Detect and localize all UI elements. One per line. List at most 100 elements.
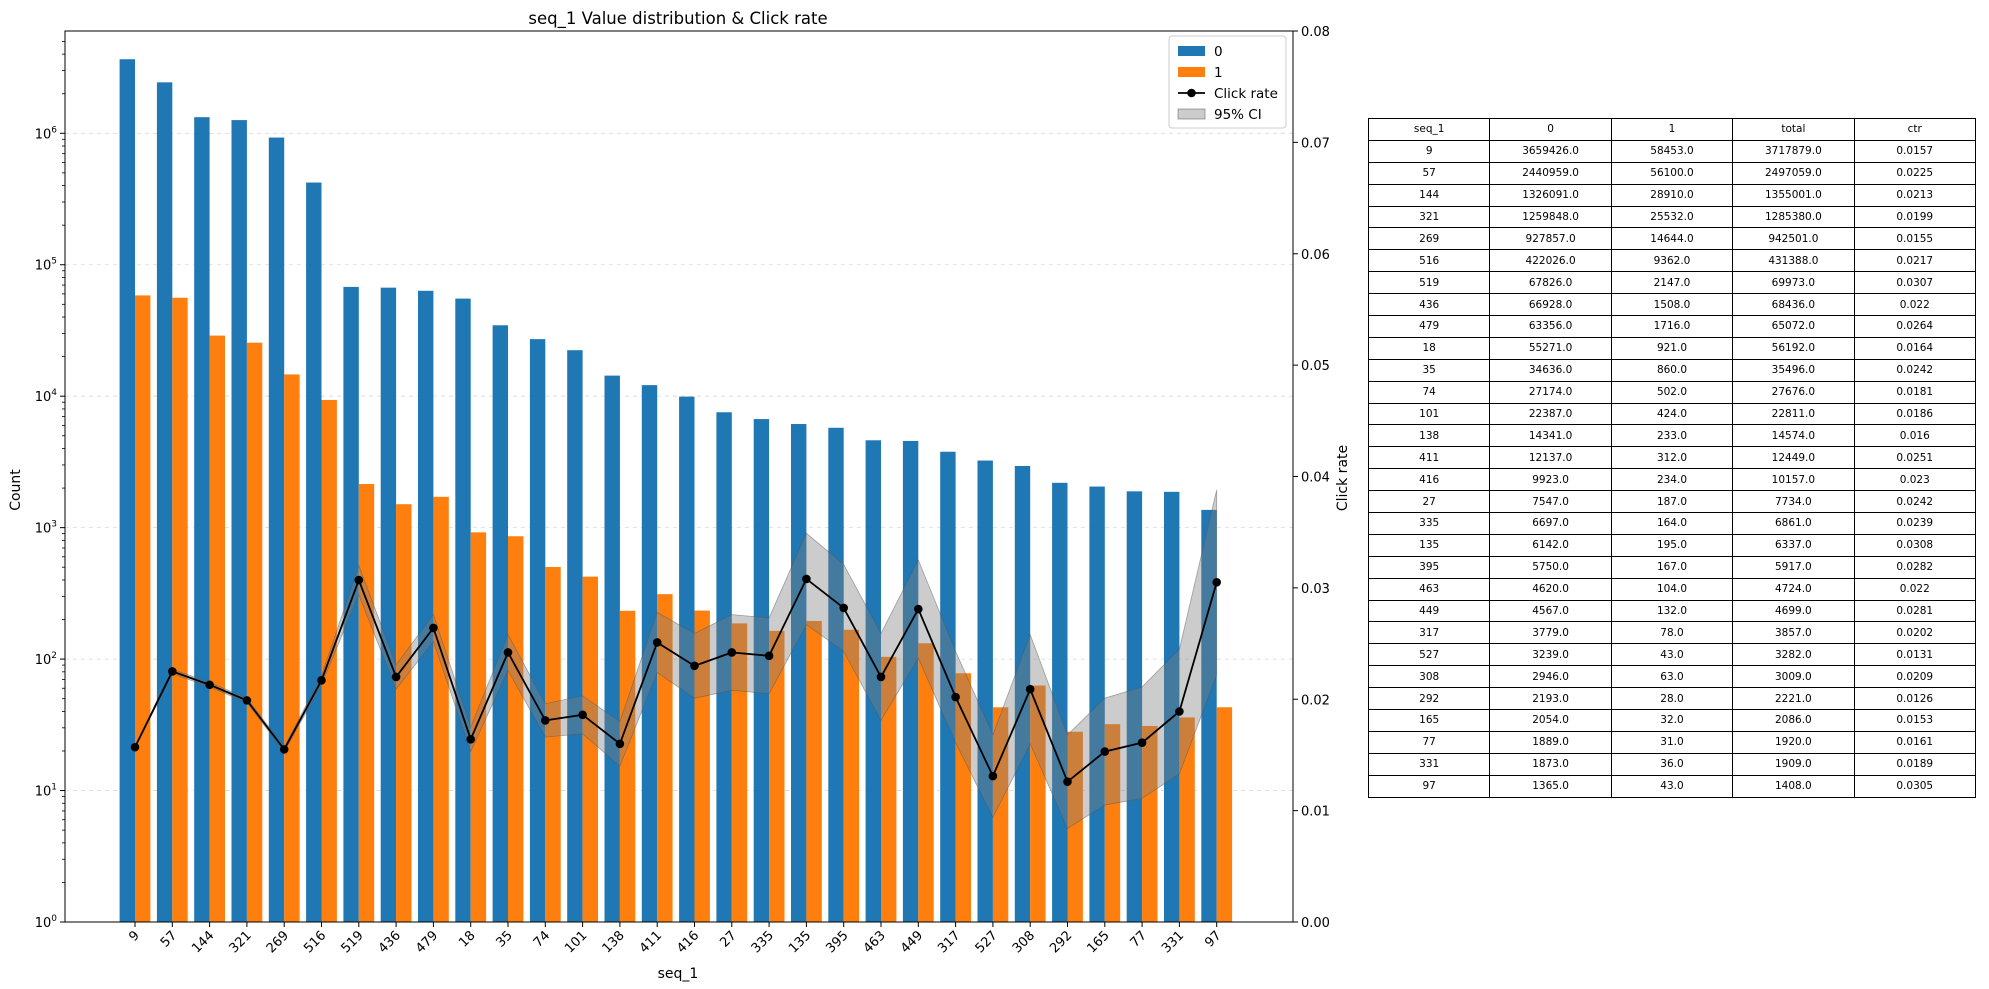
- table-row: 416 9923.0 234.0 10157.0 0.023: [1367, 468, 1976, 492]
- y-tick-label: 106: [35, 125, 58, 142]
- table-cell: 135: [1367, 533, 1491, 557]
- table-cell: 18: [1367, 336, 1491, 360]
- table-row: 97 1365.0 43.0 1408.0 0.0305: [1367, 774, 1976, 798]
- table-cell: 28.0: [1610, 687, 1734, 711]
- click-rate-point: [279, 745, 289, 754]
- click-rate-point: [1025, 684, 1035, 694]
- bar-series-1: [582, 576, 598, 922]
- y2-tick-label: 0.01: [1301, 805, 1330, 820]
- table-cell: 22811.0: [1732, 402, 1855, 426]
- click-rate-point: [354, 575, 364, 585]
- table-cell: 0.023: [1853, 468, 1976, 492]
- table-cell: 0.0242: [1853, 358, 1976, 382]
- table-cell: 10157.0: [1732, 468, 1855, 492]
- table-cell: 1285380.0: [1732, 205, 1855, 229]
- table-cell: 12137.0: [1489, 446, 1612, 470]
- table-cell: 321: [1367, 205, 1491, 229]
- table-cell: 58453.0: [1610, 139, 1734, 163]
- click-rate-line: [130, 574, 1221, 786]
- table-cell: 195.0: [1610, 533, 1734, 557]
- bar-series-0: [306, 182, 322, 922]
- click-rate-point: [652, 638, 662, 647]
- table-cell: 0.0202: [1853, 621, 1976, 645]
- table-cell: 1920.0: [1732, 730, 1855, 754]
- bar-series-1: [992, 707, 1009, 922]
- click-rate-point: [1063, 777, 1072, 786]
- table-cell: 0.0153: [1853, 709, 1976, 732]
- table-row: 463 4620.0 104.0 4724.0 0.022: [1367, 577, 1976, 601]
- legend: 0 1 Click rate 95% CI: [1168, 35, 1287, 129]
- table-cell: 1873.0: [1489, 752, 1612, 776]
- legend-band-swatch: [1177, 108, 1206, 120]
- bar-series-0: [455, 298, 471, 922]
- table-cell: 479: [1367, 315, 1491, 338]
- table-row: 57 2440959.0 56100.0 2497059.0 0.0225: [1367, 161, 1976, 185]
- table-cell: 0.0126: [1853, 687, 1976, 711]
- legend-label: 1: [1214, 65, 1223, 81]
- table-cell: 101: [1367, 402, 1491, 426]
- table-cell: 0.0239: [1853, 512, 1976, 535]
- table-cell: 312.0: [1610, 446, 1734, 470]
- table-cell: 1716.0: [1610, 315, 1734, 338]
- x-tick-label: 519: [338, 928, 366, 956]
- table-cell: 6697.0: [1489, 512, 1612, 535]
- table-cell: 422026.0: [1489, 249, 1612, 273]
- table-cell: 12449.0: [1732, 446, 1855, 470]
- y2-tick-label: 0.08: [1301, 25, 1330, 40]
- click-rate-point: [130, 742, 140, 752]
- table-cell: 36.0: [1610, 752, 1734, 776]
- bar-series-0: [1126, 491, 1143, 922]
- table-cell: 1326091.0: [1489, 183, 1612, 207]
- bar-series-1: [545, 566, 561, 922]
- y2-tick-label: 0.04: [1301, 471, 1330, 486]
- table-cell: 331: [1367, 752, 1491, 776]
- table-cell: 3239.0: [1489, 643, 1612, 667]
- table-cell: 4567.0: [1489, 599, 1612, 623]
- bar-series-1: [1030, 685, 1046, 922]
- legend-swatch-1: [1178, 67, 1205, 77]
- bar-series-1: [1216, 707, 1233, 922]
- table-row: 135 6142.0 195.0 6337.0 0.0308: [1367, 533, 1976, 557]
- bar-series-1: [1142, 725, 1158, 922]
- y-tick-label: 102: [35, 651, 57, 668]
- bar-series-0: [791, 424, 807, 922]
- x-tick-label: 138: [600, 928, 628, 956]
- table-cell: 0.016: [1853, 424, 1976, 448]
- x-tick-label: 395: [823, 928, 851, 956]
- bar-series-0: [1201, 509, 1217, 922]
- table-cell: 2086.0: [1732, 709, 1855, 732]
- table-cell: 34636.0: [1489, 358, 1612, 382]
- table-cell: 27174.0: [1489, 380, 1612, 404]
- table-cell: 56100.0: [1610, 161, 1734, 185]
- table-row: 519 67826.0 2147.0 69973.0 0.0307: [1367, 271, 1976, 295]
- table-cell: 7734.0: [1732, 490, 1855, 514]
- table-cell: 138: [1367, 424, 1491, 448]
- table-row: 74 27174.0 502.0 27676.0 0.0181: [1367, 380, 1976, 404]
- table-cell: 0.0189: [1853, 752, 1976, 776]
- table-cell: 0.0181: [1853, 380, 1976, 404]
- table-cell: 65072.0: [1732, 315, 1855, 338]
- table-header-cell: ctr: [1853, 118, 1976, 141]
- table-cell: 3779.0: [1489, 621, 1612, 645]
- table-cell: 0.0305: [1853, 774, 1976, 798]
- table-cell: 308: [1367, 665, 1491, 689]
- bar-series-0: [604, 375, 620, 923]
- table-cell: 3009.0: [1732, 665, 1855, 689]
- click-rate-point: [764, 651, 774, 661]
- bar-series-1: [955, 673, 971, 922]
- table-cell: 144: [1367, 183, 1491, 207]
- click-rate-point: [466, 735, 476, 744]
- click-rate-point: [1100, 747, 1110, 756]
- bar-series-1: [657, 594, 673, 922]
- table-cell: 2193.0: [1489, 687, 1612, 711]
- table-cell: 519: [1367, 271, 1491, 295]
- table-cell: 0.0186: [1853, 402, 1976, 426]
- table-cell: 269: [1367, 227, 1491, 251]
- table-cell: 167.0: [1610, 555, 1734, 579]
- table-row: 269 927857.0 14644.0 942501.0 0.0155: [1367, 227, 1976, 251]
- table-header-cell: total: [1732, 118, 1855, 141]
- x-tick-label: 9: [126, 928, 142, 944]
- bar-series-0: [567, 350, 583, 923]
- table-cell: 3857.0: [1732, 621, 1855, 645]
- x-axis-label: seq_1: [658, 966, 699, 982]
